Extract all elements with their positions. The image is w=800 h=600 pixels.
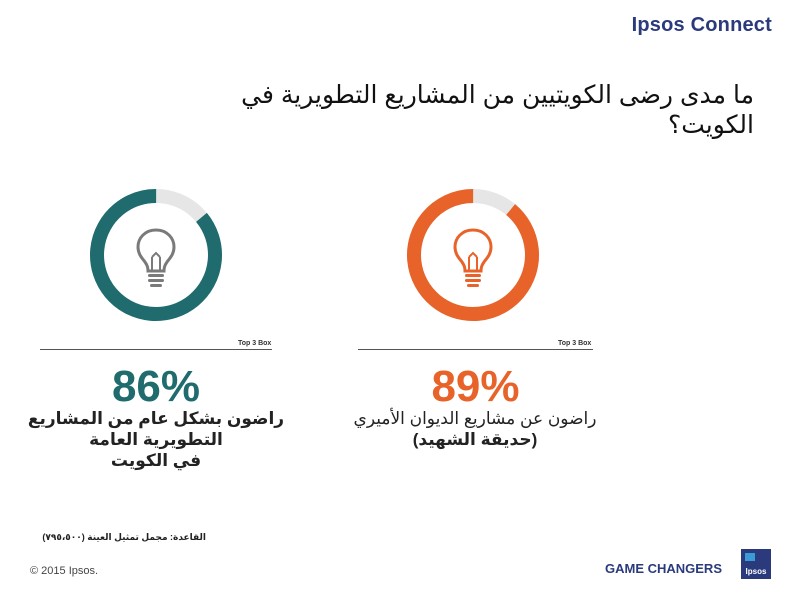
donut-chart-amiri-diwan-satisfaction	[407, 189, 539, 321]
page-title: ما مدى رضى الكويتيين من المشاريع التطوير…	[241, 81, 754, 139]
lightbulb-icon	[136, 228, 176, 287]
top3box-label: Top 3 Box	[238, 340, 272, 347]
divider-line	[40, 349, 272, 350]
top3box-label: Top 3 Box	[558, 340, 592, 347]
donut-chart-general-satisfaction	[90, 189, 222, 321]
caption-line: راضون عن مشاريع الديوان الأميري	[353, 409, 597, 428]
sample-base-note: القاعدة: مجمل تمثيل العينة (٧٩٥،٥٠٠)	[42, 532, 206, 542]
caption-amiri-diwan: راضون عن مشاريع الديوان الأميري (حديقة ا…	[330, 408, 620, 450]
caption-line: في الكويت	[110, 451, 202, 470]
divider-line	[358, 349, 593, 350]
tagline: GAME CHANGERS	[604, 561, 722, 576]
brand-name: Ipsos Connect	[631, 14, 772, 36]
lightbulb-icon	[453, 228, 493, 287]
ipsos-logo: Ipsos	[741, 549, 771, 579]
caption-line: (حديقة الشهيد)	[412, 430, 538, 449]
caption-general: راضون بشكل عام من المشاريع التطويرية الع…	[6, 408, 306, 471]
logo-text: Ipsos	[746, 567, 767, 576]
percent-value-general: 86%	[111, 362, 201, 411]
donut-value-arc	[407, 189, 539, 321]
copyright: © 2015 Ipsos.	[30, 565, 99, 577]
caption-line: راضون بشكل عام من المشاريع التطويرية الع…	[27, 409, 285, 449]
donut-value-arc	[90, 189, 222, 321]
percent-value-amiri-diwan: 89%	[431, 362, 520, 411]
